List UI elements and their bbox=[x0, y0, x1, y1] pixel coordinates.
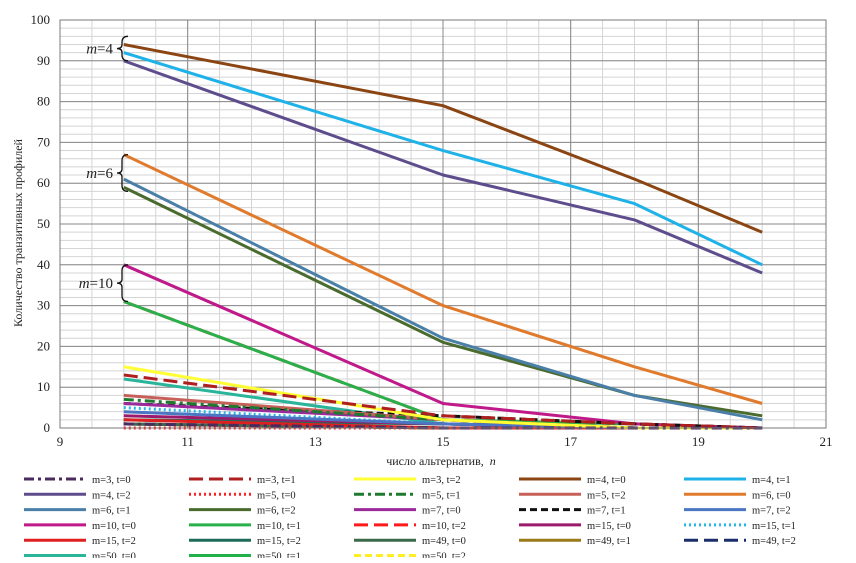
legend-label-12: m=7, t=0 bbox=[422, 506, 461, 517]
legend-label-26: m=50, t=1 bbox=[257, 552, 301, 559]
y-tick-label: 30 bbox=[37, 298, 50, 313]
legend-label-21: m=15, t=2 bbox=[257, 536, 301, 547]
legend: m=3, t=0 m=3, t=1 m=3, t=2 m=4, t=0 m=4, t=1… bbox=[24, 475, 796, 563]
y-tick-label: 60 bbox=[37, 175, 50, 190]
series-line-4 bbox=[123, 51, 763, 267]
annotation-value: =6 bbox=[97, 166, 113, 182]
annotation-brace-2 bbox=[116, 264, 129, 303]
legend-label-5: m=4, t=2 bbox=[92, 490, 131, 501]
legend-label-14: m=7, t=2 bbox=[752, 506, 791, 517]
legend-label-18: m=15, t=0 bbox=[587, 521, 631, 532]
annotation-brace-0 bbox=[116, 35, 129, 62]
series-line-11 bbox=[123, 185, 763, 418]
legend-label-25: m=50, t=0 bbox=[92, 552, 136, 559]
y-tick-label: 90 bbox=[37, 53, 50, 68]
legend-label-22: m=49, t=0 bbox=[422, 536, 466, 547]
plot-area-frame bbox=[59, 19, 827, 429]
x-axis-title-variable: n bbox=[490, 454, 496, 468]
annotation-variable: m bbox=[86, 42, 97, 58]
legend-label-2: m=3, t=2 bbox=[422, 475, 461, 486]
annotation-label-0: m=4 bbox=[86, 42, 113, 58]
legend-label-0: m=3, t=0 bbox=[92, 475, 131, 486]
annotations-layer: m=4m=6m=10 bbox=[79, 35, 129, 303]
y-tick-label: 100 bbox=[31, 12, 51, 27]
y-tick-label: 20 bbox=[37, 338, 50, 353]
x-axis-title: число альтернатив, n bbox=[386, 454, 496, 468]
legend-label-3: m=4, t=0 bbox=[587, 475, 626, 486]
legend-label-27: m=50, t=2 bbox=[422, 552, 466, 559]
x-tick-label: 17 bbox=[564, 434, 578, 449]
legend-label-9: m=6, t=0 bbox=[752, 490, 791, 501]
annotation-label-1: m=6 bbox=[86, 166, 113, 182]
legend-label-1: m=3, t=1 bbox=[257, 475, 296, 486]
x-axis-title-text: число альтернатив, bbox=[386, 454, 484, 468]
legend-label-11: m=6, t=2 bbox=[257, 506, 296, 517]
series-line-9 bbox=[123, 153, 763, 405]
x-tick-label: 13 bbox=[309, 434, 322, 449]
legend-label-15: m=10, t=0 bbox=[92, 521, 136, 532]
annotation-value: =10 bbox=[90, 276, 113, 292]
series-line-5 bbox=[123, 59, 763, 275]
y-tick-label: 10 bbox=[37, 379, 50, 394]
x-tick-label: 11 bbox=[181, 434, 194, 449]
series-line-1 bbox=[123, 373, 763, 430]
legend-label-7: m=5, t=1 bbox=[422, 490, 461, 501]
y-tick-label: 70 bbox=[37, 134, 50, 149]
legend-label-4: m=4, t=1 bbox=[752, 475, 791, 486]
y-tick-label: 0 bbox=[44, 420, 51, 435]
x-tick-label: 9 bbox=[57, 434, 64, 449]
legend-label-10: m=6, t=1 bbox=[92, 506, 131, 517]
legend-label-24: m=49, t=2 bbox=[752, 536, 796, 547]
annotation-value: =4 bbox=[97, 42, 113, 58]
annotation-label-2: m=10 bbox=[79, 276, 113, 292]
y-tick-label: 50 bbox=[37, 216, 50, 231]
x-tick-label: 21 bbox=[820, 434, 833, 449]
legend-label-6: m=5, t=0 bbox=[257, 490, 296, 501]
x-tick-label: 19 bbox=[692, 434, 705, 449]
annotation-variable: m bbox=[86, 166, 97, 182]
legend-label-23: m=49, t=1 bbox=[587, 536, 631, 547]
series-line-13 bbox=[123, 402, 763, 430]
axes-layer: 0 10 20 30 40 50 60 70 80 90 100 9 11 13 15 17 19 21 bbox=[31, 12, 833, 449]
y-tick-label: 80 bbox=[37, 94, 50, 109]
y-tick-label: 40 bbox=[37, 257, 50, 272]
legend-label-19: m=15, t=1 bbox=[752, 521, 796, 532]
annotation-brace-1 bbox=[116, 153, 129, 193]
legend-label-13: m=7, t=1 bbox=[587, 506, 626, 517]
legend-label-20: m=15, t=2 bbox=[92, 536, 136, 547]
annotation-variable: m bbox=[79, 276, 90, 292]
series-line-3 bbox=[123, 43, 763, 234]
legend-label-16: m=10, t=1 bbox=[257, 521, 301, 532]
series-line-10 bbox=[123, 177, 763, 422]
legend-label-17: m=10, t=2 bbox=[422, 521, 466, 532]
legend-label-8: m=5, t=2 bbox=[587, 490, 626, 501]
x-tick-label: 15 bbox=[437, 434, 450, 449]
y-axis-title: Количество транзитивных профилей bbox=[11, 138, 25, 327]
